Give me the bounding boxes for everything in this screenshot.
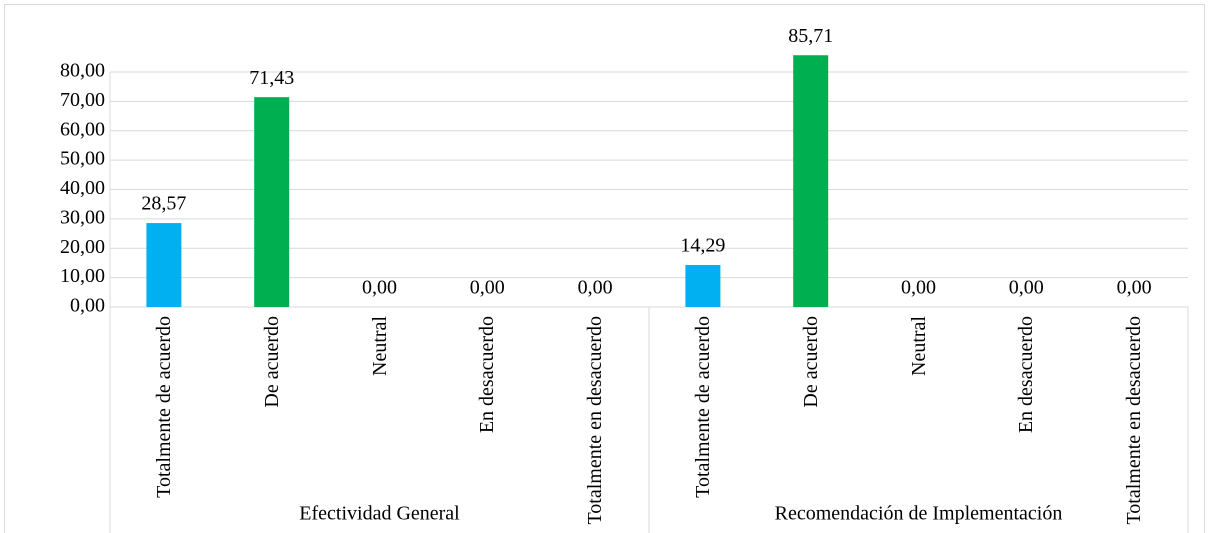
bar xyxy=(146,223,182,307)
y-tick-label: 80,00 xyxy=(60,60,105,82)
y-tick-label: 0,00 xyxy=(70,295,105,317)
data-label: 0,00 xyxy=(362,277,397,299)
x-tick-label: Totalmente de acuerdo xyxy=(152,316,175,498)
bar xyxy=(793,55,829,308)
data-label: 71,43 xyxy=(249,67,294,89)
x-tick-label: En desacuerdo xyxy=(1015,316,1038,434)
bar xyxy=(685,265,721,307)
x-tick-label: De acuerdo xyxy=(260,316,283,408)
y-tick-label: 70,00 xyxy=(60,89,105,111)
x-tick-label: Totalmente de acuerdo xyxy=(691,316,714,498)
group-label: Recomendación de Implementación xyxy=(775,503,1063,525)
x-tick-label: Neutral xyxy=(907,316,930,376)
data-label: 0,00 xyxy=(470,277,505,299)
y-tick-label: 20,00 xyxy=(60,236,105,258)
y-tick-label: 40,00 xyxy=(60,177,105,199)
x-tick-label: De acuerdo xyxy=(799,316,822,408)
group-label: Efectividad General xyxy=(299,503,460,525)
bar xyxy=(254,97,290,307)
data-label: 0,00 xyxy=(901,277,936,299)
data-label: 0,00 xyxy=(578,277,613,299)
y-tick-label: 10,00 xyxy=(60,265,105,287)
x-tick-label: Totalmente en desacuerdo xyxy=(584,316,607,525)
y-tick-label: 30,00 xyxy=(60,206,105,228)
data-label: 85,71 xyxy=(788,25,833,47)
data-label: 0,00 xyxy=(1009,277,1044,299)
data-label: 28,57 xyxy=(141,193,186,215)
data-label: 14,29 xyxy=(680,235,725,257)
x-tick-label: En desacuerdo xyxy=(476,316,499,434)
data-label: 0,00 xyxy=(1117,277,1152,299)
x-tick-label: Totalmente en desacuerdo xyxy=(1123,316,1146,525)
chart-border xyxy=(4,4,1205,533)
x-tick-label: Neutral xyxy=(368,316,391,376)
y-tick-label: 50,00 xyxy=(60,148,105,170)
y-tick-label: 60,00 xyxy=(60,118,105,140)
